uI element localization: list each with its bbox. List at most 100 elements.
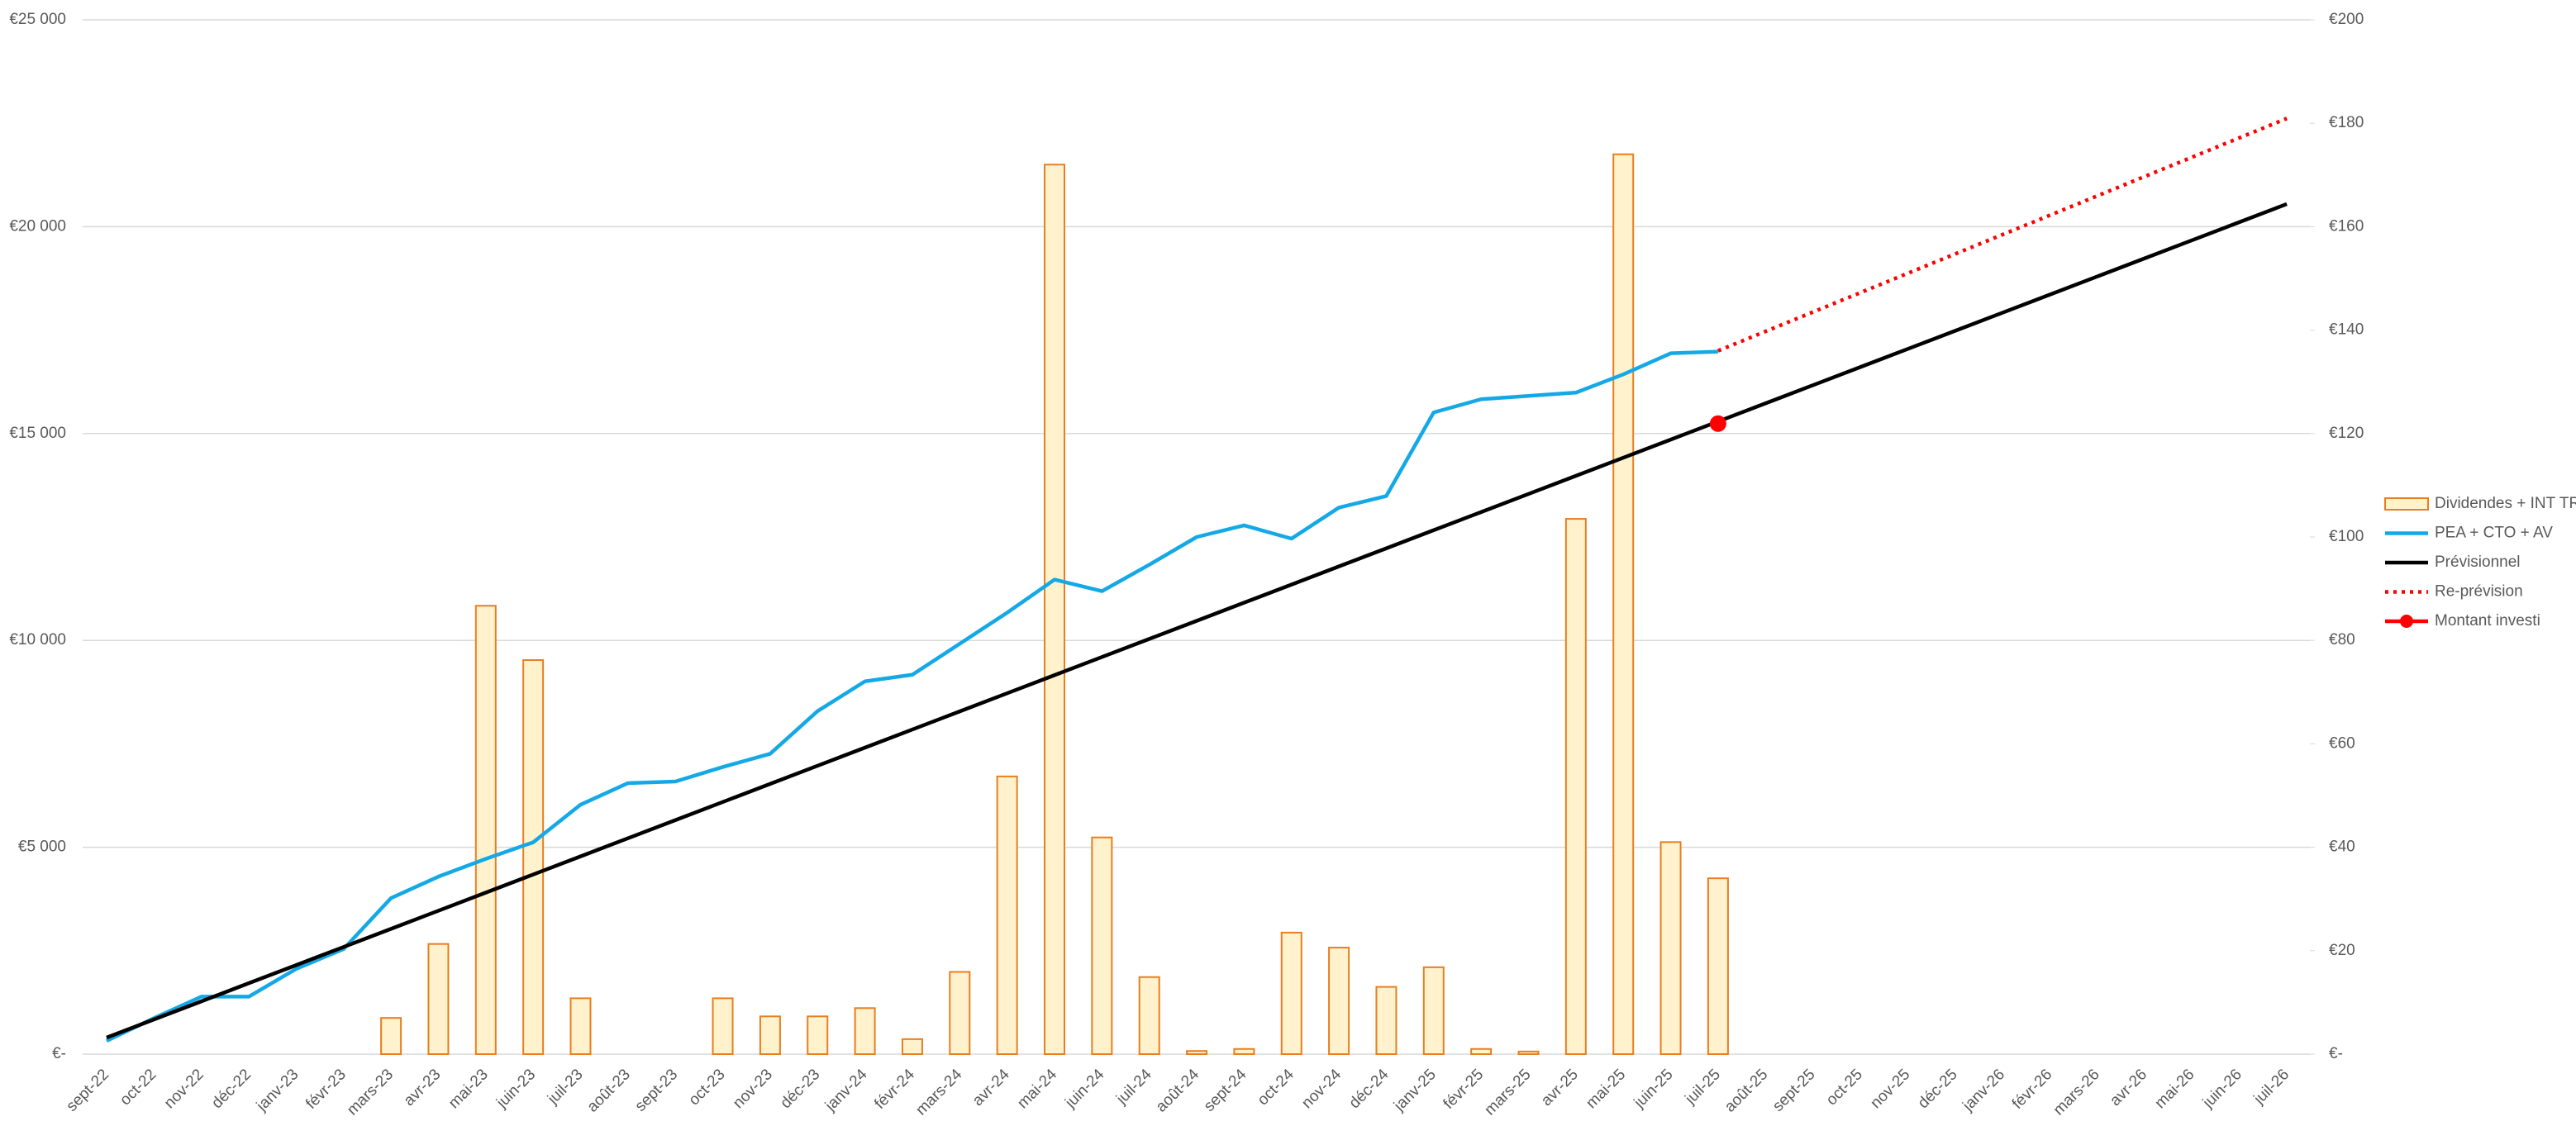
bar — [1186, 1050, 1208, 1056]
x-tick-label: févr-23 — [302, 1066, 350, 1113]
x-tick-label: nov-24 — [1298, 1066, 1345, 1112]
x-tick-label: mai-24 — [1014, 1066, 1060, 1112]
legend-label: Prévisionnel — [2435, 553, 2521, 571]
y2-tick-label: €200 — [2329, 11, 2364, 28]
x-tick-label: janv-26 — [1959, 1066, 2008, 1115]
x-tick-label: avr-26 — [2107, 1066, 2150, 1109]
y-tick-label: €- — [52, 1045, 66, 1062]
x-tick-label: août-24 — [1153, 1066, 1203, 1116]
x-tick-label: avr-24 — [969, 1066, 1013, 1109]
bar — [1233, 1048, 1255, 1055]
x-tick-label: janv-24 — [821, 1066, 871, 1115]
x-tick-label: mai-23 — [445, 1066, 492, 1112]
y-tick-label: €5 000 — [18, 839, 66, 856]
x-tick-label: oct-23 — [685, 1066, 728, 1109]
x-tick-label: juil-25 — [1682, 1066, 1724, 1108]
y2-tick-label: €80 — [2329, 631, 2355, 649]
y2-tick-label: €60 — [2329, 734, 2355, 752]
x-tick-label: avr-25 — [1538, 1066, 1582, 1109]
x-tick-label: sept-22 — [63, 1066, 112, 1115]
bar — [1517, 1050, 1540, 1055]
x-tick-label: juin-26 — [2199, 1066, 2245, 1112]
x-tick-label: juil-23 — [544, 1066, 586, 1108]
x-tick-label: août-25 — [1721, 1066, 1771, 1115]
x-tick-label: déc-23 — [777, 1066, 823, 1112]
y2-tick-label: €100 — [2329, 528, 2364, 545]
bar — [427, 943, 450, 1055]
bar — [474, 605, 497, 1055]
line — [106, 349, 1718, 1043]
y2-tick-label: €20 — [2329, 942, 2355, 959]
x-tick-label: oct-25 — [1823, 1066, 1866, 1109]
y-tick-label: €25 000 — [9, 11, 66, 28]
x-tick-label: mai-26 — [2152, 1066, 2198, 1112]
y2-tick-label: €180 — [2329, 114, 2364, 131]
legend-marker — [2400, 615, 2413, 628]
x-tick-label: sept-25 — [1769, 1066, 1819, 1115]
legend-label: Re-prévision — [2435, 583, 2523, 601]
y2-tick-label: €40 — [2329, 839, 2355, 856]
x-tick-label: mars-24 — [912, 1066, 965, 1119]
bar — [1091, 836, 1113, 1055]
x-tick-label: janv-23 — [253, 1066, 302, 1115]
bar — [759, 1015, 781, 1056]
legend-label: PEA + CTO + AV — [2435, 525, 2553, 542]
x-tick-label: déc-25 — [1915, 1066, 1961, 1112]
bar — [901, 1038, 923, 1055]
bar — [854, 1007, 876, 1056]
bar — [1612, 153, 1635, 1055]
x-tick-label: juin-23 — [493, 1066, 539, 1112]
x-tick-label: sept-23 — [632, 1066, 682, 1115]
bar — [522, 658, 545, 1055]
bar — [1328, 947, 1350, 1055]
bar — [1659, 841, 1682, 1056]
bar — [996, 775, 1018, 1055]
legend-entry: Prévisionnel — [2385, 553, 2521, 571]
y-tick-label: €20 000 — [9, 217, 66, 235]
x-tick-label: mai-25 — [1583, 1066, 1629, 1112]
bar — [1044, 164, 1065, 1055]
bar — [1470, 1048, 1493, 1055]
x-tick-label: févr-24 — [871, 1066, 918, 1113]
y2-tick-label: €- — [2329, 1045, 2343, 1062]
x-tick-label: mars-25 — [1481, 1066, 1534, 1119]
bar — [949, 971, 971, 1055]
line — [106, 202, 2288, 1040]
marker — [1709, 415, 1726, 432]
x-tick-label: avr-23 — [401, 1066, 445, 1109]
legend-entry: Montant investi — [2385, 612, 2540, 630]
legend-label: Montant investi — [2435, 612, 2540, 630]
y-tick-label: €15 000 — [9, 425, 66, 442]
x-tick-label: nov-25 — [1867, 1066, 1913, 1112]
x-tick-label: déc-24 — [1346, 1066, 1393, 1112]
x-tick-label: nov-23 — [730, 1066, 776, 1112]
x-tick-label: févr-26 — [2009, 1066, 2056, 1113]
x-tick-label: juin-24 — [1062, 1066, 1108, 1112]
x-tick-label: déc-22 — [208, 1066, 255, 1112]
x-tick-label: oct-24 — [1255, 1066, 1298, 1109]
bar — [1138, 976, 1160, 1055]
x-tick-label: janv-25 — [1390, 1066, 1440, 1115]
bar — [1707, 877, 1729, 1056]
bar — [569, 997, 592, 1055]
legend-swatch — [2384, 497, 2429, 511]
x-tick-label: nov-22 — [161, 1066, 207, 1112]
x-tick-label: févr-25 — [1440, 1066, 1488, 1113]
x-tick-label: mars-26 — [2050, 1066, 2103, 1119]
bar — [1564, 518, 1587, 1055]
x-tick-label: juil-24 — [1112, 1066, 1155, 1109]
legend-label: Dividendes + INT TR — [2435, 495, 2576, 512]
bar — [1375, 986, 1398, 1055]
bar — [1422, 966, 1445, 1056]
y2-tick-label: €160 — [2329, 217, 2364, 235]
y2-tick-label: €120 — [2329, 425, 2364, 442]
x-tick-label: juil-26 — [2250, 1066, 2293, 1108]
bar — [380, 1017, 402, 1056]
legend-entry: PEA + CTO + AV — [2385, 525, 2553, 542]
legend-entry: Re-prévision — [2385, 583, 2523, 601]
y-tick-label: €10 000 — [9, 631, 66, 649]
bar — [712, 997, 734, 1055]
bar — [807, 1015, 829, 1056]
legend-entry: Dividendes + INT TR — [2384, 495, 2576, 512]
